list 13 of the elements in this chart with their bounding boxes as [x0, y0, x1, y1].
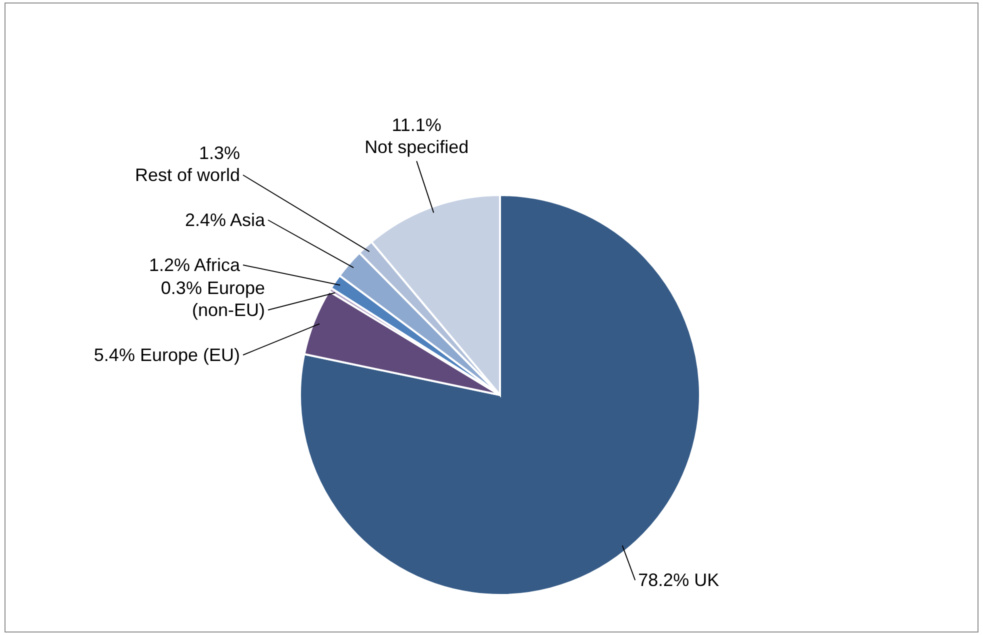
data-label: 78.2%	[638, 570, 690, 590]
slice-label: Asia	[226, 210, 266, 230]
data-label: 5.4%	[94, 345, 135, 365]
data-label: 0.3%	[160, 278, 202, 298]
slice-label: Rest of world	[134, 165, 240, 185]
slice-label: Europe (EU)	[134, 345, 240, 365]
slice-label: UK	[689, 570, 720, 590]
data-label: 1.2%	[148, 255, 190, 275]
slice-label: Africa	[190, 255, 241, 275]
slice-label: Not specified	[364, 137, 469, 158]
data-label: 1.3%	[198, 143, 240, 163]
data-label: 2.4%	[184, 210, 226, 230]
data-label: 11.1%	[392, 115, 442, 136]
